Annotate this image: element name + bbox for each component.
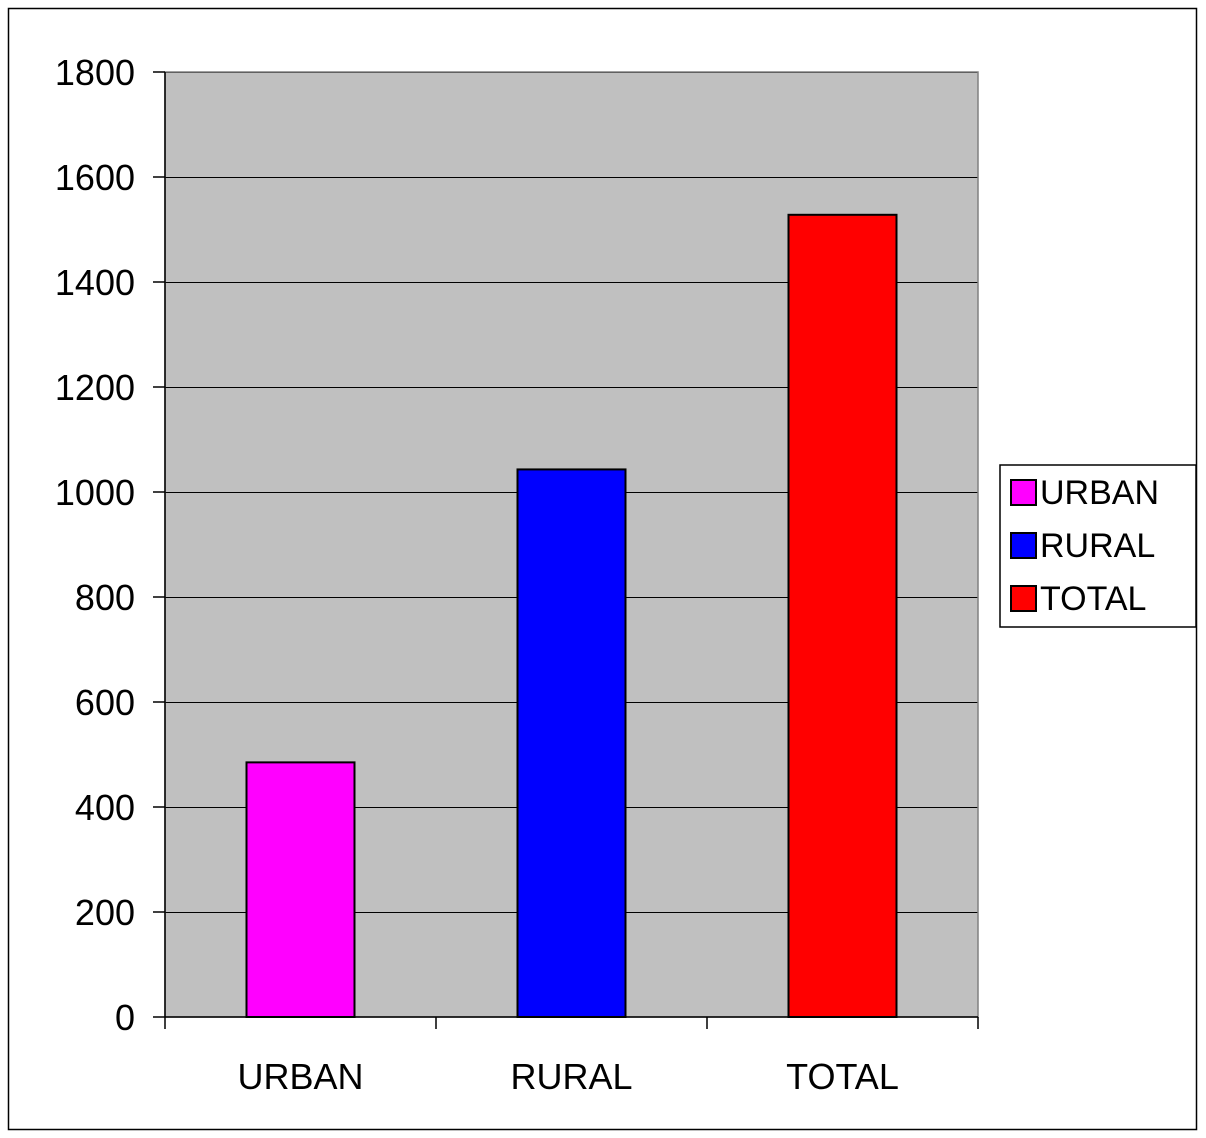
x-axis-ticks: URBAN RURAL TOTAL — [164, 1017, 979, 1097]
legend: URBAN RURAL TOTAL — [999, 464, 1197, 628]
legend-swatch-rural — [1010, 532, 1037, 559]
y-tick-label: 1000 — [55, 472, 135, 513]
legend-swatch-total — [1010, 585, 1037, 612]
y-tick-label: 1400 — [55, 262, 135, 303]
y-tick-label: 400 — [75, 787, 135, 828]
x-tick-label: TOTAL — [786, 1056, 899, 1097]
x-tick-label: URBAN — [237, 1056, 363, 1097]
legend-label-rural: RURAL — [1040, 527, 1155, 565]
y-tick-label: 1800 — [55, 52, 135, 93]
bars — [245, 213, 898, 1019]
x-tick-label: RURAL — [510, 1056, 632, 1097]
bar-total — [787, 213, 898, 1019]
y-tick-label: 1600 — [55, 157, 135, 198]
y-tick-label: 600 — [75, 682, 135, 723]
bar-rural — [516, 468, 627, 1018]
legend-label-total: TOTAL — [1040, 580, 1146, 618]
y-tick-label: 1200 — [55, 367, 135, 408]
bar-urban — [245, 761, 356, 1018]
y-tick-label: 200 — [75, 892, 135, 933]
y-tick-label: 800 — [75, 577, 135, 618]
legend-label-urban: URBAN — [1040, 474, 1159, 512]
axes — [164, 72, 978, 1018]
y-axis-ticks: 0 200 400 600 800 1000 1200 1400 1600 1800 — [55, 52, 165, 1038]
y-tick-label: 0 — [115, 997, 135, 1038]
legend-swatch-urban — [1010, 479, 1037, 506]
